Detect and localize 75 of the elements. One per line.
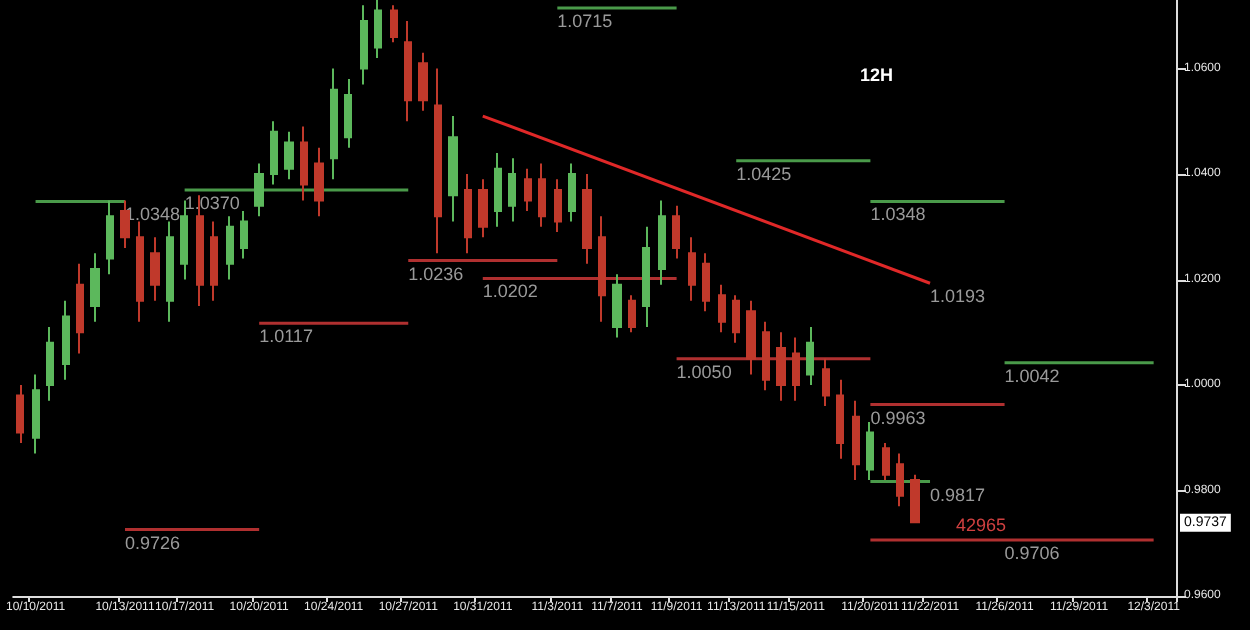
candlestick <box>582 173 592 265</box>
candlestick <box>896 452 904 508</box>
candlestick <box>762 320 770 392</box>
candlestick <box>628 294 636 334</box>
candlestick <box>136 220 144 323</box>
candlestick <box>836 378 844 460</box>
annotation: 0.9817 <box>930 484 986 505</box>
annotation: 1.0425 <box>736 163 792 184</box>
annotation: 0.9706 <box>1004 543 1060 564</box>
annotation: 1.0193 <box>930 286 986 307</box>
candlestick <box>46 326 54 402</box>
candlestick <box>32 373 40 455</box>
candlestick <box>390 4 398 44</box>
candlestick <box>658 199 666 286</box>
text: 12H <box>860 65 894 85</box>
candlestick <box>702 252 710 313</box>
candlestick <box>344 78 352 149</box>
candlestick <box>448 115 458 223</box>
annotation: 1.0348 <box>870 204 926 225</box>
candlestick <box>166 220 174 323</box>
candlestick <box>910 473 920 524</box>
candlestick <box>792 336 800 402</box>
candlestick <box>180 199 188 281</box>
candlestick <box>508 157 516 223</box>
candlestick <box>314 146 324 218</box>
candlestick <box>374 0 382 60</box>
candlestick <box>76 262 84 355</box>
candlestick <box>672 204 680 260</box>
candlestick <box>806 326 814 387</box>
annotation: 1.0050 <box>676 361 732 382</box>
candlestick <box>776 331 786 402</box>
candlestick <box>434 67 442 255</box>
candlestick <box>284 130 294 181</box>
annotation: 1.0042 <box>1004 365 1060 386</box>
candlestick <box>464 173 472 255</box>
candlestick <box>718 283 726 334</box>
candlestick <box>360 4 368 86</box>
annotation: 1.0117 <box>259 326 313 347</box>
candlestick <box>90 252 100 323</box>
candlestick <box>150 236 160 302</box>
candlestick <box>254 162 264 218</box>
candlestick <box>62 299 70 381</box>
candlestick <box>404 20 412 123</box>
candlestick <box>106 199 114 276</box>
candlestick <box>538 162 546 228</box>
annotation: 0.9963 <box>870 407 926 428</box>
candlestick <box>418 51 428 112</box>
candlestick <box>598 215 606 323</box>
candlestick <box>822 357 830 408</box>
candlestick <box>120 199 130 249</box>
candlestick <box>852 399 860 481</box>
candlestick <box>746 299 756 376</box>
candlestick <box>270 120 278 186</box>
candlestick <box>226 215 234 281</box>
annotation: 0.9726 <box>125 532 181 553</box>
candlestick <box>688 236 696 302</box>
candlestick <box>478 178 488 239</box>
candlestick <box>16 384 24 445</box>
candlestick <box>524 167 532 212</box>
candlestick <box>494 151 502 228</box>
candlestick <box>210 220 218 302</box>
candlestick <box>300 125 308 202</box>
annotation: 42965 <box>956 515 1007 535</box>
candlestick <box>732 294 740 344</box>
candlestick <box>642 225 650 329</box>
candlestick <box>568 162 576 223</box>
candlestick <box>612 273 622 339</box>
annotation: 1.0715 <box>557 10 613 31</box>
annotation: 1.0236 <box>408 263 464 284</box>
candlestick <box>240 209 248 260</box>
annotation: 1.0202 <box>482 281 538 302</box>
candlestick <box>554 178 562 234</box>
candlestick <box>866 420 874 481</box>
candlestick <box>882 442 890 481</box>
candlestick <box>330 67 338 181</box>
